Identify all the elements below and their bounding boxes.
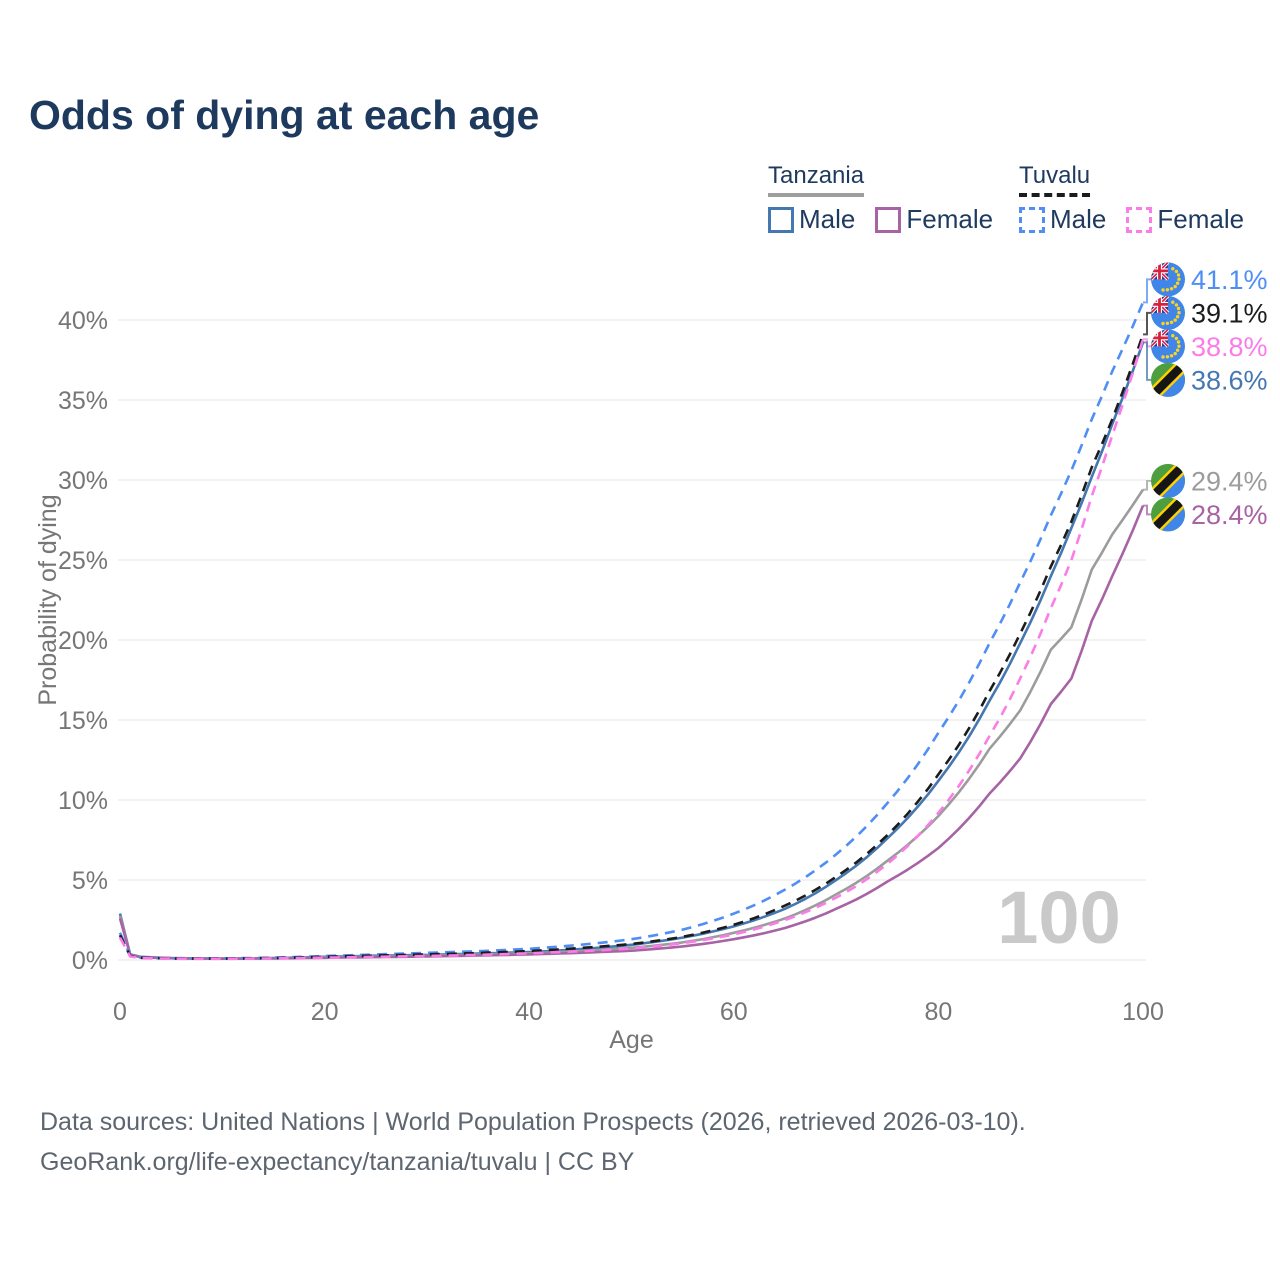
tuvalu-flag-icon — [1151, 262, 1185, 296]
legend-group-tuvalu: Tuvalu Male Female — [1019, 162, 1264, 235]
tanzania-female-swatch-icon — [875, 206, 902, 233]
series-line-tuvalu-female — [118, 338, 1145, 961]
legend-row-tuvalu: Male Female — [1019, 204, 1264, 235]
series-line-tuvalu-male — [118, 301, 1145, 960]
y-tick-label: 30% — [58, 467, 108, 495]
end-label-tuvalu-male: 41.1% — [1191, 265, 1268, 295]
legend-item-label: Male — [1050, 204, 1107, 234]
y-axis-title: Probability of dying — [34, 494, 62, 706]
label-connector-tanzania-female — [1143, 504, 1151, 516]
tanzania-flag-icon — [1148, 360, 1188, 400]
tanzania-flag-icon — [1148, 494, 1188, 534]
legend-item-tanzania-male[interactable]: Male — [768, 204, 875, 235]
end-label-tanzania-female: 28.4% — [1191, 500, 1268, 530]
legend-item-tuvalu-female[interactable]: Female — [1126, 204, 1264, 235]
x-tick-label: 80 — [924, 998, 952, 1026]
legend-row-tanzania: Male Female — [768, 204, 1013, 235]
legend-item-tanzania-female[interactable]: Female — [875, 204, 1013, 235]
y-tick-label: 5% — [72, 867, 108, 895]
end-label-tuvalu-both: 39.1% — [1191, 298, 1268, 328]
series-line-tanzania-female — [118, 505, 1145, 960]
legend-item-label: Female — [906, 204, 994, 234]
end-label-tanzania-male: 38.6% — [1191, 365, 1268, 395]
tuvalu-male-swatch-icon — [1019, 206, 1045, 233]
label-connector-tuvalu-both — [1143, 311, 1151, 336]
x-axis-title: Age — [609, 1026, 654, 1054]
x-tick-label: 0 — [113, 998, 127, 1026]
y-tick-label: 25% — [58, 547, 108, 575]
x-tick-label: 60 — [720, 998, 748, 1026]
attribution-line: GeoRank.org/life-expectancy/tanzania/tuv… — [40, 1148, 635, 1176]
label-connector-tuvalu-male — [1143, 278, 1151, 304]
series-line-tuvalu-both — [118, 333, 1145, 960]
y-tick-label: 10% — [58, 787, 108, 815]
page-title: Odds of dying at each age — [29, 92, 540, 138]
x-tick-label: 40 — [515, 998, 543, 1026]
y-tick-label: 15% — [58, 707, 108, 735]
y-tick-label: 0% — [72, 947, 108, 975]
legend-item-label: Male — [799, 204, 856, 234]
legend-item-tuvalu-male[interactable]: Male — [1019, 204, 1126, 235]
end-label-tanzania-both: 29.4% — [1191, 466, 1268, 496]
tuvalu-flag-icon — [1151, 329, 1185, 363]
series-line-tanzania-male — [118, 341, 1145, 960]
data-source-line: Data sources: United Nations | World Pop… — [40, 1108, 1026, 1136]
x-tick-label: 100 — [1122, 998, 1164, 1026]
label-connector-tanzania-male — [1143, 341, 1151, 381]
y-tick-label: 35% — [58, 387, 108, 415]
legend-group-tanzania: Tanzania Male Female — [768, 162, 1013, 235]
tanzania-male-swatch-icon — [768, 206, 794, 233]
end-label-tuvalu-female: 38.8% — [1191, 332, 1268, 362]
y-tick-label: 40% — [58, 307, 108, 335]
legend-country-tuvalu: Tuvalu — [1019, 162, 1091, 197]
y-tick-label: 20% — [58, 627, 108, 655]
tuvalu-flag-icon — [1151, 296, 1185, 330]
label-connector-tanzania-both — [1143, 479, 1151, 491]
tuvalu-female-swatch-icon — [1126, 206, 1153, 233]
legend-item-label: Female — [1157, 204, 1245, 234]
tanzania-flag-icon — [1148, 461, 1188, 501]
x-tick-label: 20 — [311, 998, 339, 1026]
age-watermark: 100 — [997, 876, 1120, 959]
legend-country-tanzania: Tanzania — [768, 162, 865, 197]
